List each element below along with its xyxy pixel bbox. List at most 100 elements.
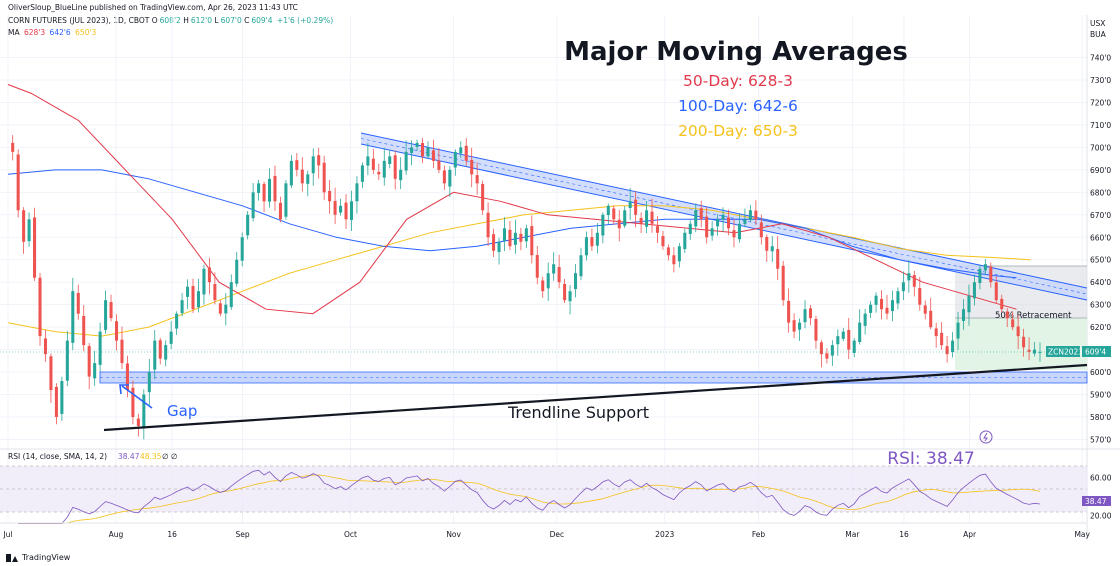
candle-body[interactable] — [267, 178, 272, 202]
candle-body[interactable] — [781, 265, 785, 301]
candle-body[interactable] — [492, 234, 496, 251]
candle-body[interactable] — [912, 275, 916, 287]
candle-body[interactable] — [743, 219, 747, 225]
candle-body[interactable] — [60, 381, 64, 414]
candle-body[interactable] — [1022, 336, 1026, 348]
candle-body[interactable] — [136, 418, 140, 427]
candle-body[interactable] — [147, 372, 151, 393]
candle-body[interactable] — [519, 233, 523, 242]
candle-body[interactable] — [289, 160, 293, 186]
candle-body[interactable] — [546, 273, 550, 289]
candle-body[interactable] — [852, 340, 856, 353]
candle-body[interactable] — [737, 223, 741, 240]
candle-body[interactable] — [333, 201, 337, 215]
candle-body[interactable] — [1033, 349, 1037, 354]
candle-body[interactable] — [27, 219, 31, 242]
candle-body[interactable] — [541, 280, 545, 292]
candle-body[interactable] — [322, 162, 326, 193]
candle-body[interactable] — [940, 332, 944, 346]
candle-body[interactable] — [240, 237, 244, 261]
candle-body[interactable] — [584, 237, 588, 256]
candle-body[interactable] — [661, 236, 665, 247]
candle-body[interactable] — [262, 183, 266, 202]
candle-body[interactable] — [808, 308, 813, 319]
candle-body[interactable] — [54, 386, 58, 418]
candle-body[interactable] — [1011, 319, 1015, 328]
candle-body[interactable] — [399, 169, 403, 181]
candle-body[interactable] — [869, 304, 873, 313]
candle-body[interactable] — [284, 183, 288, 217]
candle-body[interactable] — [513, 232, 517, 245]
price-axis[interactable]: 740'0 730'0 720'0 710'0 700'0 690'0 680'0 670'0… — [1090, 54, 1111, 445]
candle-body[interactable] — [196, 291, 201, 308]
candle-body[interactable] — [923, 305, 927, 314]
candle-body[interactable] — [497, 241, 501, 252]
candle-body[interactable] — [1027, 349, 1031, 352]
candle-body[interactable] — [535, 255, 539, 278]
candle-body[interactable] — [43, 338, 48, 355]
candle-body[interactable] — [1005, 311, 1009, 319]
candle-body[interactable] — [360, 165, 364, 182]
candle-body[interactable] — [180, 300, 184, 314]
candle-body[interactable] — [655, 226, 660, 233]
candle-body[interactable] — [22, 210, 26, 242]
candle-body[interactable] — [929, 310, 933, 328]
candle-body[interactable] — [563, 283, 567, 301]
candle-body[interactable] — [830, 345, 834, 356]
candle-body[interactable] — [207, 267, 211, 283]
candle-body[interactable] — [125, 363, 129, 391]
candle-body[interactable] — [87, 346, 91, 377]
candle-body[interactable] — [453, 151, 457, 168]
candle-body[interactable] — [470, 160, 474, 175]
candle-body[interactable] — [552, 264, 556, 274]
candle-body[interactable] — [459, 147, 463, 154]
candle-body[interactable] — [765, 236, 769, 251]
candle-body[interactable] — [273, 175, 277, 202]
candle-body[interactable] — [666, 247, 670, 256]
candle-body[interactable] — [175, 313, 179, 329]
candle-body[interactable] — [33, 217, 37, 278]
candle-body[interactable] — [71, 291, 75, 343]
candle-body[interactable] — [153, 340, 157, 370]
candle-body[interactable] — [142, 394, 146, 429]
candle-body[interactable] — [213, 284, 217, 301]
candle-body[interactable] — [114, 321, 119, 341]
candle-body[interactable] — [568, 291, 572, 302]
candle-body[interactable] — [339, 205, 343, 213]
candle-body[interactable] — [464, 145, 468, 161]
candle-body[interactable] — [858, 322, 862, 343]
candle-body[interactable] — [994, 282, 998, 301]
candle-body[interactable] — [311, 156, 315, 174]
alert-icon[interactable] — [979, 430, 993, 444]
candle-body[interactable] — [431, 150, 435, 161]
candle-body[interactable] — [710, 228, 714, 236]
candle-body[interactable] — [890, 300, 894, 312]
candle-body[interactable] — [257, 183, 261, 193]
candle-body[interactable] — [814, 318, 818, 341]
candle-body[interactable] — [677, 246, 681, 262]
candle-body[interactable] — [694, 210, 698, 227]
candle-body[interactable] — [612, 208, 616, 220]
candle-body[interactable] — [836, 336, 840, 345]
candle-body[interactable] — [874, 295, 878, 305]
candle-body[interactable] — [901, 282, 905, 292]
candle-body[interactable] — [366, 156, 370, 166]
candle-body[interactable] — [328, 190, 332, 202]
candle-body[interactable] — [104, 300, 108, 330]
candle-body[interactable] — [235, 259, 239, 284]
candle-body[interactable] — [224, 304, 228, 314]
candle-body[interactable] — [934, 328, 938, 337]
candle-body[interactable] — [617, 219, 621, 229]
candle-body[interactable] — [776, 249, 780, 269]
candle-body[interactable] — [164, 345, 168, 360]
candle-body[interactable] — [437, 160, 441, 170]
candle-body[interactable] — [880, 298, 884, 310]
candle-body[interactable] — [918, 288, 922, 305]
candle-body[interactable] — [885, 307, 889, 314]
candle-body[interactable] — [415, 142, 419, 147]
candle-body[interactable] — [896, 291, 900, 304]
candle-body[interactable] — [278, 202, 282, 220]
candle-body[interactable] — [606, 205, 610, 216]
candle-body[interactable] — [481, 183, 485, 211]
candle-body[interactable] — [557, 267, 561, 283]
